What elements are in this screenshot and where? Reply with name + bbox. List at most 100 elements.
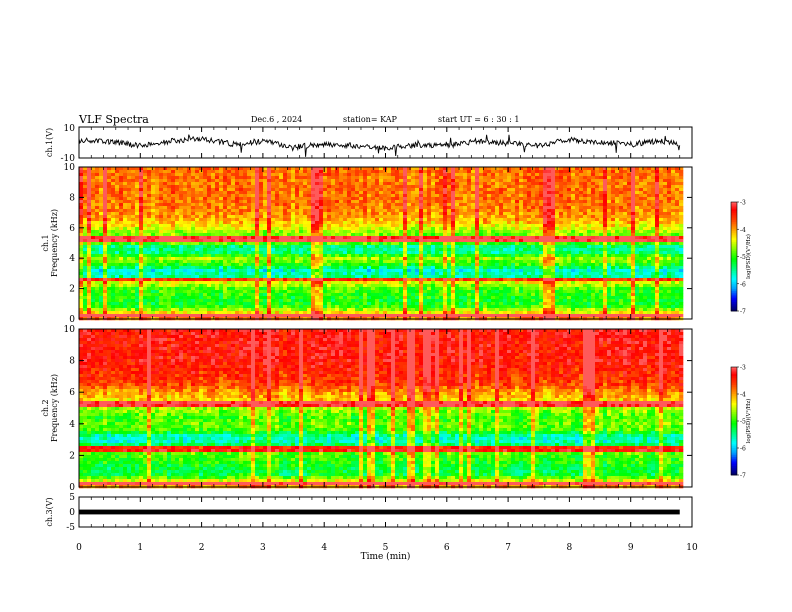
s1-cell [643, 167, 648, 171]
s1-cell [547, 257, 552, 261]
s1-cell [623, 248, 628, 252]
s1-cell [391, 176, 396, 180]
s1-cell [115, 227, 120, 231]
s1-cell [355, 254, 360, 258]
s1-cell [595, 251, 600, 255]
s1-cell [487, 176, 492, 180]
s1-cell [183, 236, 188, 240]
s1-cell [399, 254, 404, 258]
s1-cell [327, 167, 332, 171]
s1-cell [611, 188, 616, 192]
s1-cell [603, 251, 608, 255]
s1-cell [271, 191, 276, 195]
s1-cell [135, 212, 140, 216]
s1-cell [595, 194, 600, 198]
s1-cell [351, 197, 356, 201]
s1-cell [483, 233, 488, 237]
s1-cell [339, 197, 344, 201]
s1-cell [335, 185, 340, 189]
s1-cell [371, 251, 376, 255]
s1-cell [143, 203, 148, 207]
s1-cell [555, 218, 560, 222]
s1-cell [575, 209, 580, 213]
s1-cell [639, 170, 644, 174]
s1-cell [227, 215, 232, 219]
s1-cell [163, 245, 168, 249]
s1-cell [451, 173, 456, 177]
s1-cell [95, 242, 100, 246]
s1-cell [171, 200, 176, 204]
s1-cell [151, 185, 156, 189]
s1-cell [511, 233, 516, 237]
s1-cell [235, 185, 240, 189]
s1-cell [91, 176, 96, 180]
s1-cell [519, 197, 524, 201]
s1-cell [615, 224, 620, 228]
s1-cell [239, 197, 244, 201]
s1-cell [139, 245, 144, 249]
s1-cell [147, 215, 152, 219]
s1-cell [359, 170, 364, 174]
s1-cell [571, 182, 576, 186]
s1-cell [219, 251, 224, 255]
s1-cell [655, 251, 660, 255]
s1-cell [647, 203, 652, 207]
s1-cell [123, 200, 128, 204]
s1-cell [639, 206, 644, 210]
s1-cell [539, 239, 544, 243]
s1-cell [351, 167, 356, 171]
s1-cell [131, 191, 136, 195]
s1-cell [115, 245, 120, 249]
s1-cell [91, 179, 96, 183]
s1-cell [399, 227, 404, 231]
s1-cell [103, 170, 108, 174]
s1-cell [191, 239, 196, 243]
s1-cell [215, 224, 220, 228]
s1-cell [203, 188, 208, 192]
s1-cell [675, 227, 680, 231]
s1-cell [659, 236, 664, 240]
s1-cell [323, 173, 328, 177]
s1-cell [259, 167, 264, 171]
s1-cell [487, 224, 492, 228]
s1-cell [507, 245, 512, 249]
s1-cell [343, 197, 348, 201]
s1-cell [171, 251, 176, 255]
s1-cell [359, 206, 364, 210]
s1-cell [611, 203, 616, 207]
s1-cell [147, 260, 152, 264]
s1-cell [335, 242, 340, 246]
s1-cell [599, 236, 604, 240]
s1-cell [483, 176, 488, 180]
s1-cell [267, 257, 272, 261]
s1-cell [507, 179, 512, 183]
s1-cell [119, 179, 124, 183]
s1-cell [299, 212, 304, 216]
s1-cell [287, 203, 292, 207]
s1-cell [563, 191, 568, 195]
s1-cell [527, 230, 532, 234]
s1-cell [627, 233, 632, 237]
s1-cell [243, 194, 248, 198]
s1-cell [179, 260, 184, 264]
s1-cell [663, 167, 668, 171]
s1-cell [203, 176, 208, 180]
s1-cell [487, 248, 492, 252]
s1-cell [127, 257, 132, 261]
s1-cell [231, 257, 236, 261]
s1-cell [327, 218, 332, 222]
s1-cell [383, 239, 388, 243]
s1-cell [499, 188, 504, 192]
s1-cell [623, 191, 628, 195]
s1-cell [607, 176, 612, 180]
s1-cell [623, 245, 628, 249]
s1-cell [283, 182, 288, 186]
s1-cell [515, 236, 520, 240]
s1-cell [547, 215, 552, 219]
s1-cell [91, 200, 96, 204]
s1-cell [655, 218, 660, 222]
s1-cell [287, 263, 292, 267]
s1-cell [619, 188, 624, 192]
s1-cell [535, 236, 540, 240]
s1-cell [419, 242, 424, 246]
